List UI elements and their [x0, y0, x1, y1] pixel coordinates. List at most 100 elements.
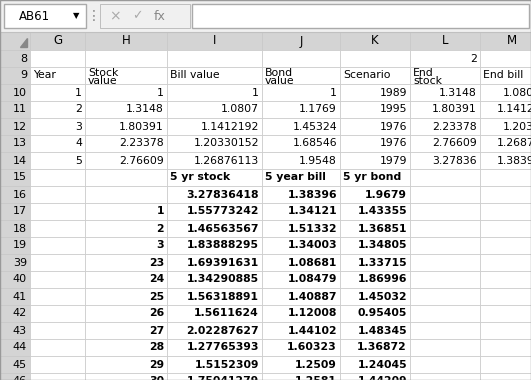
Text: 1976: 1976: [380, 122, 407, 131]
Bar: [30, 254, 85, 271]
Text: 42: 42: [13, 309, 27, 318]
Text: 5 year bill: 5 year bill: [265, 173, 326, 182]
Bar: [85, 271, 167, 288]
Text: 1.0807: 1.0807: [503, 87, 531, 98]
Text: 1.2033: 1.2033: [503, 122, 531, 131]
Bar: [410, 339, 480, 356]
Text: 1: 1: [75, 87, 82, 98]
Bar: [340, 152, 410, 169]
Bar: [30, 169, 85, 186]
Bar: [85, 322, 167, 339]
Text: 1.68546: 1.68546: [293, 138, 337, 149]
Text: 1.56318891: 1.56318891: [187, 291, 259, 301]
Text: 1.45324: 1.45324: [293, 122, 337, 131]
Bar: [85, 203, 167, 220]
Text: ▼: ▼: [73, 11, 79, 21]
Bar: [167, 254, 262, 271]
Bar: [262, 101, 340, 118]
Text: 1.80391: 1.80391: [432, 105, 477, 114]
Bar: [410, 288, 480, 305]
Bar: [480, 135, 531, 152]
Bar: [100, 4, 190, 28]
Bar: [0, 254, 30, 271]
Bar: [480, 50, 531, 67]
Text: 1.34003: 1.34003: [287, 241, 337, 250]
Bar: [340, 237, 410, 254]
Bar: [30, 186, 85, 203]
Text: End: End: [413, 68, 434, 78]
Bar: [480, 152, 531, 169]
Text: J: J: [299, 35, 303, 48]
Text: 1.1412192: 1.1412192: [201, 122, 259, 131]
Bar: [340, 305, 410, 322]
Text: 2.23378: 2.23378: [119, 138, 164, 149]
Bar: [410, 152, 480, 169]
Bar: [85, 254, 167, 271]
Text: 1.9548: 1.9548: [299, 155, 337, 166]
Bar: [85, 373, 167, 380]
Bar: [30, 220, 85, 237]
Text: 1.3148: 1.3148: [126, 105, 164, 114]
Bar: [340, 220, 410, 237]
Bar: [30, 203, 85, 220]
Text: 45: 45: [13, 359, 27, 369]
Bar: [167, 101, 262, 118]
Text: 1.34805: 1.34805: [357, 241, 407, 250]
Text: ⋮: ⋮: [87, 9, 101, 23]
Text: 1.43355: 1.43355: [357, 206, 407, 217]
Bar: [30, 356, 85, 373]
Bar: [340, 118, 410, 135]
Bar: [0, 271, 30, 288]
Text: ×: ×: [109, 9, 121, 23]
Text: 17: 17: [13, 206, 27, 217]
Bar: [340, 356, 410, 373]
Bar: [30, 67, 85, 84]
Bar: [167, 67, 262, 84]
Bar: [410, 322, 480, 339]
Text: 3.27836: 3.27836: [432, 155, 477, 166]
Bar: [262, 237, 340, 254]
Bar: [480, 305, 531, 322]
Bar: [410, 237, 480, 254]
Text: stock: stock: [413, 76, 442, 86]
Bar: [0, 356, 30, 373]
Text: 12: 12: [13, 122, 27, 131]
Text: 0.95405: 0.95405: [357, 309, 407, 318]
Text: Year: Year: [33, 71, 56, 81]
Text: 1.20330152: 1.20330152: [193, 138, 259, 149]
Bar: [0, 118, 30, 135]
Text: 39: 39: [13, 258, 27, 268]
Bar: [85, 101, 167, 118]
Bar: [410, 32, 480, 50]
Text: 16: 16: [13, 190, 27, 200]
Bar: [0, 339, 30, 356]
Text: 1.75041279: 1.75041279: [187, 377, 259, 380]
Bar: [262, 186, 340, 203]
Text: 23: 23: [149, 258, 164, 268]
Bar: [410, 373, 480, 380]
Text: 11: 11: [13, 105, 27, 114]
Bar: [262, 135, 340, 152]
Bar: [167, 169, 262, 186]
Text: 1.69391631: 1.69391631: [187, 258, 259, 268]
Bar: [410, 254, 480, 271]
Bar: [0, 237, 30, 254]
Text: 3.27836418: 3.27836418: [186, 190, 259, 200]
Text: 10: 10: [13, 87, 27, 98]
Bar: [410, 220, 480, 237]
Bar: [410, 186, 480, 203]
Text: H: H: [122, 35, 131, 48]
Text: 2: 2: [470, 54, 477, 63]
Text: 1: 1: [330, 87, 337, 98]
Text: 2.02287627: 2.02287627: [186, 326, 259, 336]
Text: K: K: [371, 35, 379, 48]
Bar: [262, 203, 340, 220]
Text: 43: 43: [13, 326, 27, 336]
Bar: [167, 356, 262, 373]
Bar: [30, 288, 85, 305]
Text: 1989: 1989: [380, 87, 407, 98]
Bar: [480, 339, 531, 356]
Text: End bill: End bill: [483, 71, 523, 81]
Text: 1.38396: 1.38396: [287, 190, 337, 200]
Bar: [262, 305, 340, 322]
